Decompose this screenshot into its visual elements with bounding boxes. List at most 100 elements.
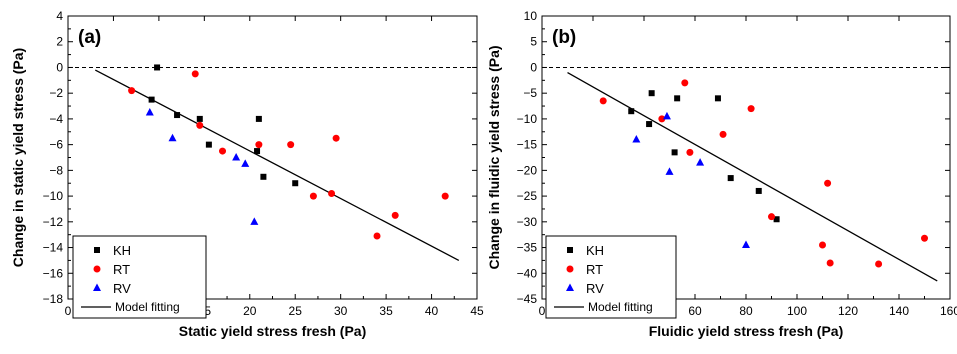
y-tick-label: −5 bbox=[523, 86, 537, 100]
point-rt bbox=[191, 70, 199, 78]
point-kh bbox=[260, 173, 267, 180]
point-rt bbox=[768, 213, 775, 221]
x-axis-title: Fluidic yield stress fresh (Pa) bbox=[649, 323, 844, 339]
point-rv bbox=[696, 158, 705, 166]
point-rv bbox=[241, 159, 250, 167]
legend-marker-rv bbox=[566, 283, 574, 291]
legend-label-model-fitting: Model fitting bbox=[115, 300, 180, 314]
point-kh bbox=[205, 141, 212, 148]
point-kh bbox=[755, 187, 762, 194]
point-rt bbox=[287, 141, 295, 149]
panel-b: 020406080100120140160−45−40−35−30−25−20−… bbox=[486, 9, 957, 339]
legend-marker-rv bbox=[93, 283, 101, 291]
point-rv bbox=[632, 134, 641, 143]
point-rt bbox=[819, 241, 826, 249]
legend-marker-rt bbox=[566, 265, 574, 273]
x-tick-label: 80 bbox=[739, 304, 753, 318]
y-tick-label: 0 bbox=[530, 60, 537, 74]
y-tick-label: −15 bbox=[517, 138, 538, 152]
point-kh bbox=[254, 148, 261, 155]
y-tick-label: −25 bbox=[517, 189, 538, 203]
x-tick-label: 120 bbox=[838, 304, 858, 318]
point-rt bbox=[441, 192, 449, 200]
point-rt bbox=[921, 234, 928, 242]
point-kh bbox=[714, 95, 721, 102]
legend-label-model-fitting: Model fitting bbox=[588, 300, 653, 314]
point-kh bbox=[671, 149, 678, 156]
x-tick-label: 40 bbox=[425, 304, 439, 318]
y-tick-label: −10 bbox=[43, 189, 64, 203]
x-tick-label: 20 bbox=[243, 304, 257, 318]
y-tick-label: 10 bbox=[524, 9, 538, 23]
point-kh bbox=[154, 64, 161, 71]
legend: KH RT RV Model fitting bbox=[72, 235, 207, 319]
x-tick-label: 45 bbox=[470, 304, 484, 318]
point-rt bbox=[128, 87, 136, 95]
panel-label: (b) bbox=[552, 27, 576, 48]
y-tick-label: −45 bbox=[517, 292, 538, 306]
y-tick-label: −20 bbox=[517, 163, 538, 177]
point-rt bbox=[332, 134, 340, 142]
y-axis-title: Change in static yield stress (Pa) bbox=[10, 48, 26, 267]
legend-label-kh: KH bbox=[113, 243, 131, 258]
x-tick-label: 35 bbox=[379, 304, 393, 318]
x-tick-label: 30 bbox=[334, 304, 348, 318]
series-rv bbox=[632, 111, 750, 248]
y-tick-label: 0 bbox=[56, 60, 63, 74]
legend-marker-kh bbox=[94, 247, 100, 253]
point-rt bbox=[719, 130, 727, 138]
x-tick-label: 140 bbox=[889, 304, 909, 318]
series-rt bbox=[128, 70, 449, 240]
y-tick-label: −35 bbox=[517, 241, 538, 255]
series-kh bbox=[148, 64, 299, 187]
panel-a: 051015202530354045−18−16−14−12−10−8−6−4−… bbox=[10, 9, 484, 339]
series-kh bbox=[628, 90, 780, 223]
legend-label-rv: RV bbox=[586, 281, 604, 296]
y-tick-label: 4 bbox=[56, 9, 63, 23]
x-tick-label: 0 bbox=[65, 304, 72, 318]
x-axis-title: Static yield stress fresh (Pa) bbox=[179, 323, 367, 339]
point-kh bbox=[292, 180, 299, 187]
point-rv bbox=[232, 153, 241, 161]
point-rv bbox=[662, 111, 671, 120]
x-tick-label: 60 bbox=[688, 304, 702, 318]
legend-label-kh: KH bbox=[586, 243, 604, 258]
x-tick-label: 100 bbox=[787, 304, 807, 318]
x-tick-label: 25 bbox=[289, 304, 303, 318]
point-rt bbox=[196, 121, 204, 129]
y-tick-label: −2 bbox=[49, 86, 63, 100]
point-rt bbox=[824, 179, 832, 187]
point-rv bbox=[145, 107, 154, 116]
y-tick-label: −6 bbox=[49, 138, 63, 152]
point-kh bbox=[196, 115, 203, 122]
y-tick-label: −18 bbox=[43, 292, 64, 306]
y-tick-label: −16 bbox=[43, 266, 64, 280]
y-tick-label: 2 bbox=[56, 35, 63, 49]
point-rt bbox=[826, 259, 834, 267]
y-tick-label: −4 bbox=[49, 112, 63, 126]
point-kh bbox=[148, 96, 155, 103]
point-rt bbox=[255, 141, 263, 149]
x-tick-label: 0 bbox=[539, 304, 546, 318]
point-rv bbox=[665, 167, 674, 175]
y-tick-label: 5 bbox=[530, 35, 537, 49]
point-rt bbox=[219, 147, 227, 155]
point-rv bbox=[742, 240, 750, 248]
point-kh bbox=[727, 175, 734, 182]
point-rt bbox=[681, 79, 689, 87]
x-tick-label: 160 bbox=[940, 304, 957, 318]
point-rt bbox=[328, 190, 336, 198]
point-rv bbox=[168, 133, 177, 142]
y-axis-title: Change in fluidic yield stress (Pa) bbox=[486, 45, 502, 269]
point-rt bbox=[686, 148, 694, 156]
point-rt bbox=[875, 260, 883, 268]
point-kh bbox=[648, 90, 655, 97]
legend-marker-rt bbox=[93, 265, 101, 273]
y-tick-label: −8 bbox=[49, 163, 63, 177]
point-kh bbox=[674, 95, 681, 102]
panel-label: (a) bbox=[78, 27, 101, 48]
point-rt bbox=[747, 105, 755, 113]
y-tick-label: −30 bbox=[517, 215, 538, 229]
point-kh bbox=[174, 112, 181, 119]
